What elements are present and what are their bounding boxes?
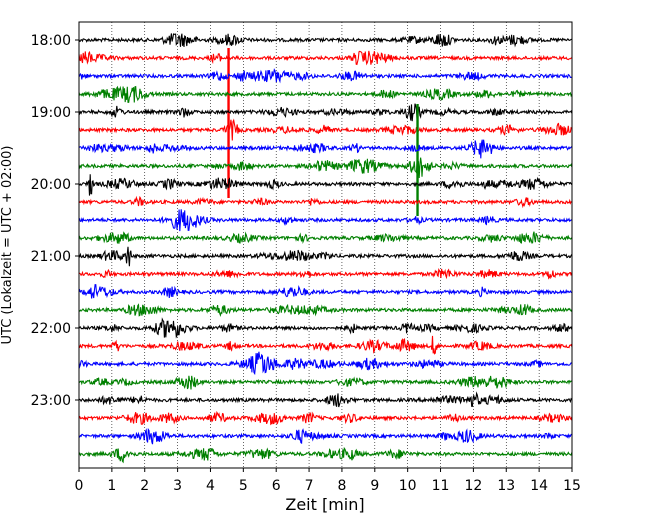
trace-line bbox=[78, 391, 573, 408]
trace-line bbox=[78, 335, 573, 355]
trace-line bbox=[78, 103, 573, 122]
x-tick-label: 14 bbox=[530, 478, 548, 494]
trace-line bbox=[78, 174, 573, 196]
x-tick-label: 2 bbox=[140, 478, 149, 494]
trace-line bbox=[78, 68, 572, 84]
x-tick-label: 7 bbox=[305, 478, 314, 494]
y-tick-label: 22:00 bbox=[31, 321, 71, 337]
trace-line bbox=[78, 139, 573, 159]
trace-line bbox=[78, 231, 573, 244]
trace-line bbox=[78, 317, 573, 339]
y-tick-label: 23:00 bbox=[31, 393, 71, 409]
y-tick-label: 19:00 bbox=[31, 105, 71, 121]
x-tick-label: 13 bbox=[497, 478, 515, 494]
seismic-traces bbox=[78, 33, 573, 464]
x-axis-ticks: 0 1 2 3 4 5 6 7 8 9 10 11 12 13 14 15 bbox=[75, 468, 581, 494]
plot-frame bbox=[78, 21, 573, 469]
trace-line bbox=[78, 157, 573, 178]
trace-line bbox=[78, 246, 573, 267]
x-tick-label: 1 bbox=[107, 478, 116, 494]
x-tick-label: 9 bbox=[370, 478, 379, 494]
x-tick-label: 4 bbox=[206, 478, 215, 494]
trace-line bbox=[78, 410, 573, 426]
x-tick-label: 11 bbox=[432, 478, 450, 494]
x-tick-label: 6 bbox=[272, 478, 281, 494]
x-tick-label: 12 bbox=[464, 478, 482, 494]
trace-line bbox=[78, 50, 573, 66]
y-tick-label: 20:00 bbox=[31, 177, 71, 193]
trace-line bbox=[78, 268, 573, 280]
trace-line bbox=[78, 375, 572, 390]
y-tick-label: 18:00 bbox=[31, 33, 71, 49]
x-tick-label: 3 bbox=[173, 478, 182, 494]
x-tick-label: 0 bbox=[75, 478, 84, 494]
trace-line bbox=[78, 351, 573, 376]
y-axis-ticks: 18:00 19:00 20:00 21:00 22:00 23:00 bbox=[31, 33, 79, 409]
x-tick-label: 15 bbox=[563, 478, 581, 494]
y-axis-label: UTC (Lokalzeit = UTC + 02:00) bbox=[0, 146, 15, 345]
trace-line bbox=[78, 195, 572, 209]
trace-line bbox=[78, 209, 573, 232]
x-tick-label: 10 bbox=[399, 478, 417, 494]
x-tick-label: 8 bbox=[337, 478, 346, 494]
y-tick-label: 21:00 bbox=[31, 249, 71, 265]
trace-line bbox=[78, 284, 573, 299]
trace-line bbox=[78, 33, 572, 48]
trace-line bbox=[78, 446, 573, 464]
vertical-grid bbox=[111, 22, 540, 468]
trace-line bbox=[78, 303, 573, 317]
trace-line bbox=[78, 85, 573, 103]
trace-line bbox=[78, 427, 572, 445]
x-tick-label: 5 bbox=[239, 478, 248, 494]
x-axis-label: Zeit [min] bbox=[285, 495, 364, 514]
trace-line bbox=[78, 118, 573, 141]
